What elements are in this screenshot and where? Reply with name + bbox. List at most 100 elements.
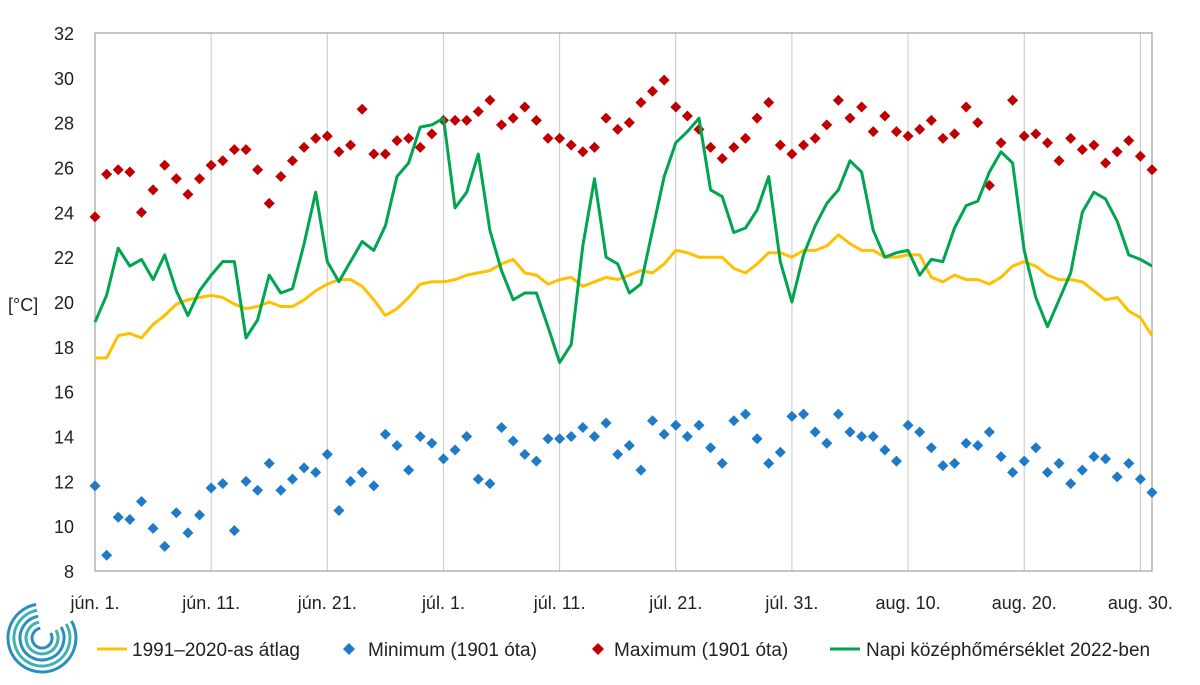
data-point: [716, 153, 728, 165]
data-point: [1030, 128, 1042, 140]
data-point: [391, 439, 403, 451]
data-point: [298, 462, 310, 474]
data-point: [252, 164, 264, 176]
y-tick-label: 12: [54, 472, 74, 492]
data-point: [1146, 164, 1158, 176]
data-point: [1030, 442, 1042, 454]
data-point: [1111, 471, 1123, 483]
data-point: [368, 148, 380, 160]
data-point: [798, 139, 810, 151]
data-point: [856, 101, 868, 113]
data-point: [228, 525, 240, 537]
data-point: [1041, 466, 1053, 478]
data-point: [937, 460, 949, 472]
data-point: [414, 141, 426, 153]
data-point: [170, 173, 182, 185]
data-point: [112, 164, 124, 176]
data-point: [844, 426, 856, 438]
data-point: [496, 119, 508, 131]
data-point: [542, 433, 554, 445]
data-point: [577, 422, 589, 434]
data-point: [437, 453, 449, 465]
data-point: [588, 431, 600, 442]
data-point: [751, 112, 763, 124]
data-point: [321, 130, 333, 142]
data-point: [240, 475, 252, 487]
data-point: [809, 426, 821, 438]
data-point: [1134, 150, 1146, 162]
data-point: [182, 527, 194, 539]
data-point: [461, 114, 473, 126]
data-point: [867, 431, 879, 442]
data-point: [217, 478, 229, 490]
data-point: [263, 457, 275, 469]
data-point: [379, 148, 391, 160]
data-point: [135, 206, 147, 218]
gridlines: [94, 33, 1141, 571]
y-tick-label: 16: [54, 383, 74, 403]
data-point: [112, 511, 124, 523]
data-point: [321, 448, 333, 460]
legend-item-minimum: Minimum (1901 óta): [343, 640, 537, 661]
data-point: [1053, 155, 1065, 167]
y-tick-label: 14: [54, 428, 74, 448]
x-tick-label: aug. 10.: [876, 593, 941, 613]
y-tick-label: 20: [54, 293, 74, 313]
series-1: [89, 408, 1158, 561]
series-layer: [89, 74, 1158, 561]
data-point: [101, 549, 113, 561]
data-point: [356, 466, 368, 478]
data-point: [368, 480, 380, 492]
legend-label-maximum: Maximum (1901 óta): [614, 640, 788, 661]
data-point: [333, 504, 345, 516]
data-point: [205, 159, 217, 171]
data-point: [565, 431, 577, 442]
data-point: [600, 112, 612, 124]
data-point: [391, 135, 403, 147]
data-point: [147, 184, 159, 196]
data-point: [1065, 478, 1077, 490]
data-point: [914, 426, 926, 438]
data-point: [844, 112, 856, 124]
x-tick-label: jún. 11.: [181, 593, 240, 613]
data-point: [832, 408, 844, 420]
data-point: [449, 444, 461, 456]
data-point: [1007, 94, 1019, 106]
data-point: [519, 101, 531, 113]
x-tick-label: aug. 30.: [1108, 593, 1173, 613]
data-point: [1076, 464, 1088, 476]
data-point: [1018, 130, 1030, 142]
y-tick-label: 18: [54, 338, 74, 358]
logo-arc: [30, 626, 54, 650]
data-point: [867, 126, 879, 138]
x-tick-label: júl. 31.: [764, 593, 818, 613]
data-point: [856, 431, 868, 442]
data-point: [635, 464, 647, 476]
y-tick-label: 10: [54, 517, 74, 537]
data-point: [1100, 453, 1112, 465]
data-point: [345, 475, 357, 487]
data-point: [681, 110, 693, 122]
y-tick-label: 30: [54, 69, 74, 89]
data-point: [252, 484, 264, 496]
x-axis: jún. 1. jún. 11. jún. 21. júl. 1. júl. 11. jú…: [69, 593, 1172, 613]
data-point: [879, 110, 891, 122]
data-point: [937, 132, 949, 144]
data-point: [286, 155, 298, 167]
series-line: [95, 233, 1154, 360]
data-point: [124, 166, 136, 178]
data-point: [623, 439, 635, 451]
data-point: [739, 132, 751, 144]
data-point: [1100, 157, 1112, 169]
data-point: [972, 117, 984, 129]
data-point: [949, 128, 961, 140]
logo-arc: [24, 620, 60, 656]
data-point: [890, 455, 902, 467]
data-point: [1088, 139, 1100, 151]
data-point: [194, 509, 206, 521]
data-point: [1111, 146, 1123, 158]
data-point: [612, 448, 624, 460]
data-point: [472, 473, 484, 485]
data-point: [554, 433, 566, 445]
data-point: [914, 123, 926, 135]
